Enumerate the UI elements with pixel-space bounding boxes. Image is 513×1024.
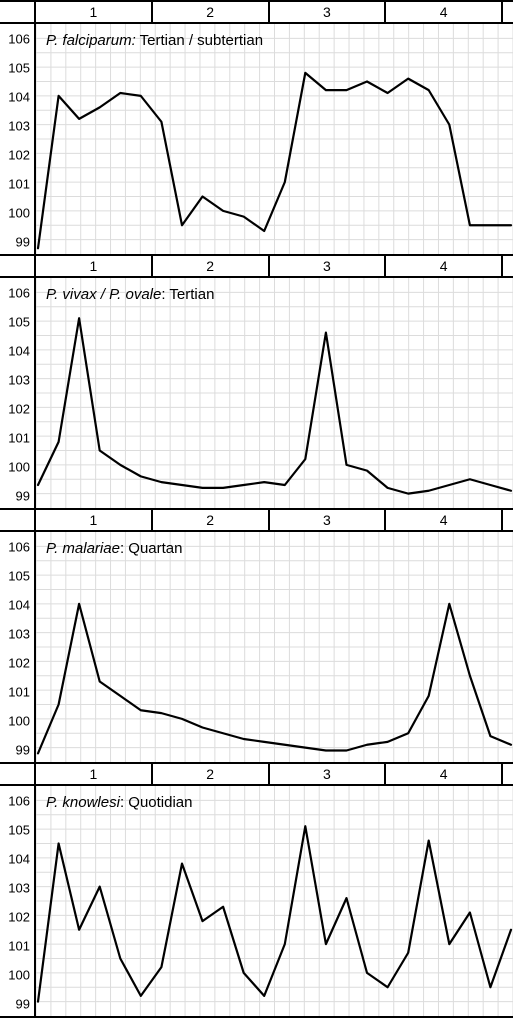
y-axis: 99 100 101 102 103 104 105 106 bbox=[0, 24, 36, 254]
day-header: 1234 bbox=[0, 256, 513, 278]
day-label: 2 bbox=[153, 256, 270, 276]
y-tick-label: 103 bbox=[8, 372, 30, 387]
y-tick-label: 104 bbox=[8, 89, 30, 104]
day-label: 4 bbox=[386, 256, 503, 276]
y-tick-label: 105 bbox=[8, 314, 30, 329]
day-label: 4 bbox=[386, 2, 503, 22]
chart-row: 99 100 101 102 103 104 105 106 P. falciparum: Te… bbox=[0, 24, 513, 256]
y-tick-label: 103 bbox=[8, 880, 30, 895]
panel-title: P. knowlesi: Quotidian bbox=[46, 794, 192, 811]
header-tail bbox=[503, 256, 513, 276]
y-tick-label: 105 bbox=[8, 568, 30, 583]
y-axis: 99 100 101 102 103 104 105 106 bbox=[0, 278, 36, 508]
y-tick-label: 102 bbox=[8, 401, 30, 416]
day-header: 1234 bbox=[0, 764, 513, 786]
day-label: 1 bbox=[36, 256, 153, 276]
y-tick-label: 105 bbox=[8, 60, 30, 75]
y-tick-label: 99 bbox=[16, 234, 30, 249]
fever-pattern: : Quartan bbox=[120, 540, 183, 557]
fever-pattern: : Quotidian bbox=[120, 794, 193, 811]
fever-pattern: : Tertian bbox=[161, 286, 214, 303]
y-tick-label: 104 bbox=[8, 597, 30, 612]
day-label: 2 bbox=[153, 764, 270, 784]
chart-row: 99 100 101 102 103 104 105 106 P. vivax / P. ova… bbox=[0, 278, 513, 510]
species-name: P. falciparum: bbox=[46, 32, 136, 49]
plot-area: P. falciparum: Tertian / subtertian bbox=[36, 24, 513, 254]
day-label: 1 bbox=[36, 510, 153, 530]
header-spacer bbox=[0, 256, 36, 276]
chart-panel: 1234 99 100 101 102 103 104 105 106 P. knowlesi: … bbox=[0, 764, 513, 1018]
chart-row: 99 100 101 102 103 104 105 106 P. knowlesi: Quot… bbox=[0, 786, 513, 1018]
day-label: 3 bbox=[270, 764, 387, 784]
y-tick-label: 99 bbox=[16, 488, 30, 503]
y-tick-label: 106 bbox=[8, 285, 30, 300]
y-tick-label: 100 bbox=[8, 967, 30, 982]
chart-panel: 1234 99 100 101 102 103 104 105 106 P. vivax / P.… bbox=[0, 256, 513, 510]
header-tail bbox=[503, 510, 513, 530]
plot-area: P. vivax / P. ovale: Tertian bbox=[36, 278, 513, 508]
y-tick-label: 104 bbox=[8, 851, 30, 866]
y-tick-label: 99 bbox=[16, 742, 30, 757]
y-tick-label: 100 bbox=[8, 459, 30, 474]
y-tick-label: 104 bbox=[8, 343, 30, 358]
y-tick-label: 102 bbox=[8, 147, 30, 162]
y-tick-label: 103 bbox=[8, 626, 30, 641]
day-label: 4 bbox=[386, 764, 503, 784]
header-spacer bbox=[0, 2, 36, 22]
panel-title: P. malariae: Quartan bbox=[46, 540, 182, 557]
day-label: 3 bbox=[270, 2, 387, 22]
day-header: 1234 bbox=[0, 510, 513, 532]
y-tick-label: 102 bbox=[8, 655, 30, 670]
chart-panel: 1234 99 100 101 102 103 104 105 106 P. falciparum… bbox=[0, 2, 513, 256]
header-spacer bbox=[0, 510, 36, 530]
day-label: 2 bbox=[153, 510, 270, 530]
header-tail bbox=[503, 2, 513, 22]
y-tick-label: 101 bbox=[8, 176, 30, 191]
y-axis: 99 100 101 102 103 104 105 106 bbox=[0, 786, 36, 1016]
y-tick-label: 101 bbox=[8, 938, 30, 953]
day-label: 3 bbox=[270, 510, 387, 530]
y-tick-label: 106 bbox=[8, 539, 30, 554]
species-name: P. malariae bbox=[46, 540, 120, 557]
chart-row: 99 100 101 102 103 104 105 106 P. malariae: Quar… bbox=[0, 532, 513, 764]
y-tick-label: 100 bbox=[8, 713, 30, 728]
plot-area: P. malariae: Quartan bbox=[36, 532, 513, 762]
y-tick-label: 105 bbox=[8, 822, 30, 837]
y-tick-label: 100 bbox=[8, 205, 30, 220]
panel-title: P. vivax / P. ovale: Tertian bbox=[46, 286, 214, 303]
species-name: P. vivax / P. ovale bbox=[46, 286, 161, 303]
day-label: 3 bbox=[270, 256, 387, 276]
y-tick-label: 103 bbox=[8, 118, 30, 133]
y-tick-label: 106 bbox=[8, 793, 30, 808]
y-tick-label: 106 bbox=[8, 31, 30, 46]
panel-title: P. falciparum: Tertian / subtertian bbox=[46, 32, 263, 49]
header-spacer bbox=[0, 764, 36, 784]
y-tick-label: 102 bbox=[8, 909, 30, 924]
fever-pattern: Tertian / subtertian bbox=[136, 32, 263, 49]
day-label: 1 bbox=[36, 764, 153, 784]
day-label: 2 bbox=[153, 2, 270, 22]
plot-area: P. knowlesi: Quotidian bbox=[36, 786, 513, 1016]
day-label: 4 bbox=[386, 510, 503, 530]
chart-panels: 123499100101102103104105106P. falciparum… bbox=[0, 0, 513, 1018]
day-header: 1234 bbox=[0, 2, 513, 24]
y-tick-label: 101 bbox=[8, 430, 30, 445]
chart-panel: 1234 99 100 101 102 103 104 105 106 P. malariae: … bbox=[0, 510, 513, 764]
species-name: P. knowlesi bbox=[46, 794, 120, 811]
y-tick-label: 101 bbox=[8, 684, 30, 699]
y-tick-label: 99 bbox=[16, 996, 30, 1011]
day-label: 1 bbox=[36, 2, 153, 22]
y-axis: 99 100 101 102 103 104 105 106 bbox=[0, 532, 36, 762]
header-tail bbox=[503, 764, 513, 784]
